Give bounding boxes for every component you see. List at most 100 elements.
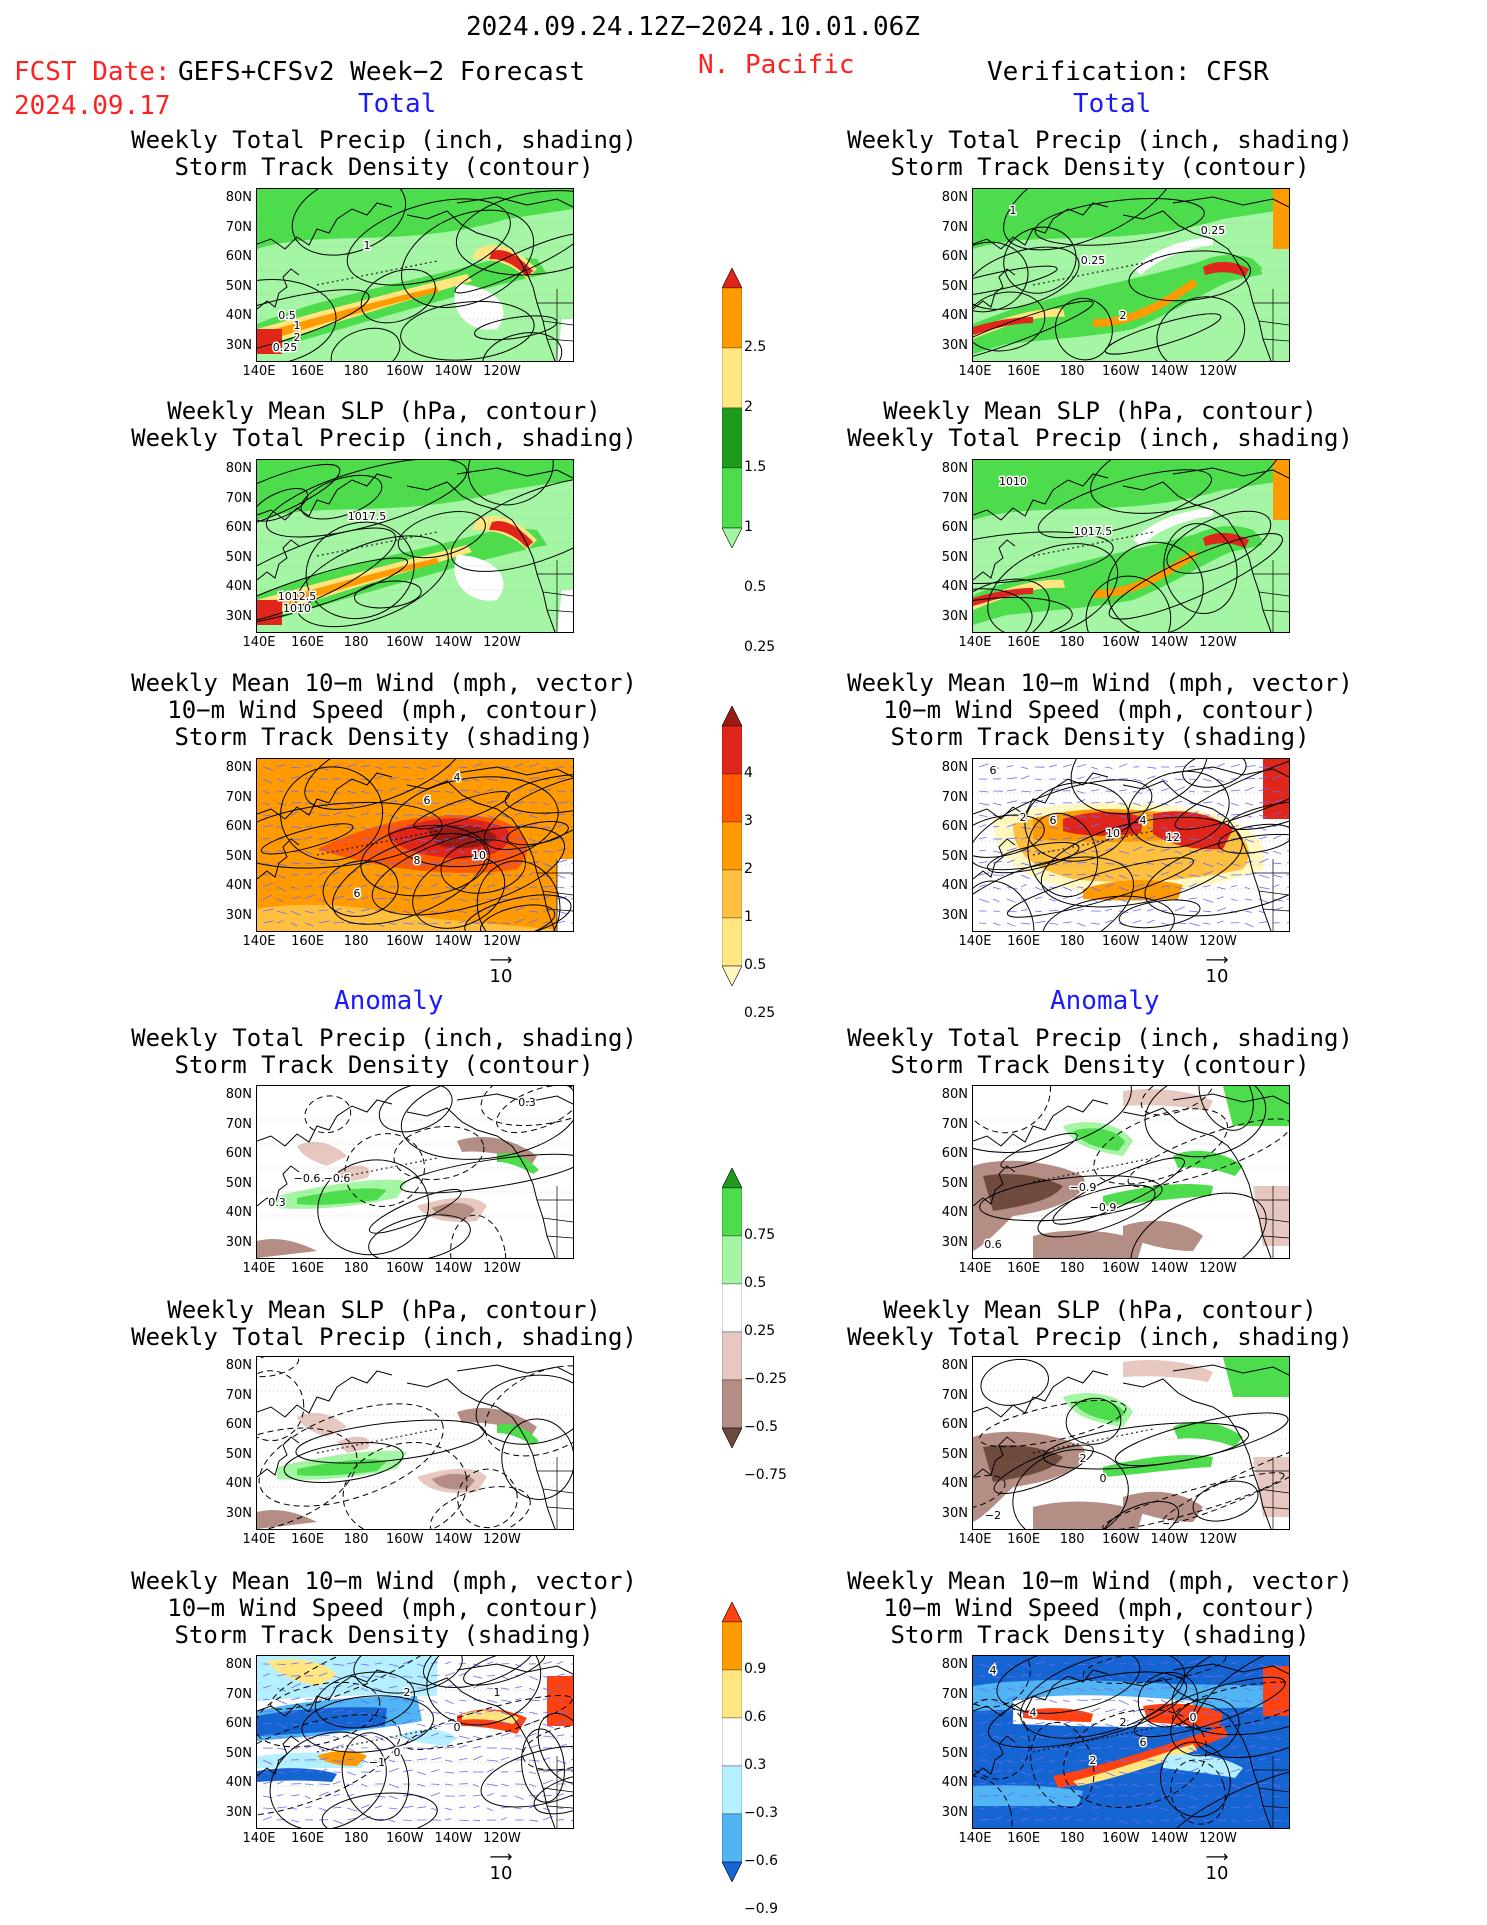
lat-label: 40N bbox=[941, 308, 968, 323]
contour-label: 6 bbox=[1050, 814, 1057, 827]
map-plot: 1010 1017.5 bbox=[973, 460, 1289, 632]
section-anomaly-left: Anomaly bbox=[334, 986, 444, 1016]
lat-label: 40N bbox=[225, 1476, 252, 1491]
lon-label: 140E bbox=[958, 364, 992, 379]
lat-label: 30N bbox=[941, 1505, 968, 1521]
vector-reference: ⟶ 10 bbox=[476, 1847, 526, 1885]
lat-label: 30N bbox=[941, 337, 968, 353]
lon-label: 140E bbox=[242, 934, 276, 949]
contour-label: 1 bbox=[494, 1686, 501, 1699]
colorbar-tick-label: 0.9 bbox=[744, 1660, 767, 1677]
coastline bbox=[973, 196, 1289, 361]
lat-label: 60N bbox=[225, 249, 252, 264]
coastline bbox=[257, 467, 573, 632]
contour-label: 2 bbox=[1120, 309, 1127, 322]
contour-label: 0.25 bbox=[1201, 224, 1226, 237]
colorbar-tick-label: 1 bbox=[744, 518, 753, 535]
contour-label: 2 bbox=[1090, 1754, 1097, 1767]
contour-label: 0.3 bbox=[268, 1196, 286, 1209]
lon-label: 160E bbox=[291, 1532, 325, 1547]
colorbar-precip-total bbox=[721, 267, 743, 549]
map-plot: 1 2 0 0 −1 bbox=[257, 1656, 573, 1828]
contour-label: 1 bbox=[294, 319, 301, 332]
fcst-date: 2024.09.17 bbox=[14, 91, 171, 121]
lon-label: 140E bbox=[958, 934, 992, 949]
vector-reference-value: 10 bbox=[1205, 966, 1229, 987]
contour-label: −2 bbox=[985, 1509, 1001, 1522]
map-panel-l2: 1012.5 1010 1017.5 bbox=[256, 459, 574, 633]
lon-label: 160E bbox=[1007, 635, 1041, 650]
lat-label: 50N bbox=[225, 1745, 252, 1761]
contour-label: 0 bbox=[1100, 1472, 1107, 1485]
colorbar-tick-label: −0.25 bbox=[744, 1370, 787, 1387]
arrow-icon: ⟶ bbox=[1205, 1847, 1229, 1866]
colorbar-tick-label: 1 bbox=[744, 908, 753, 925]
lat-label: 60N bbox=[225, 1146, 252, 1161]
lat-label: 80N bbox=[225, 760, 252, 775]
lat-label: 70N bbox=[225, 490, 252, 506]
lat-label: 70N bbox=[225, 789, 252, 805]
lon-label: 160E bbox=[1007, 1831, 1041, 1846]
lon-label: 160E bbox=[1007, 364, 1041, 379]
lat-label: 30N bbox=[225, 608, 252, 624]
contour-label: 1012.5 bbox=[278, 590, 317, 603]
vector-reference-value: 10 bbox=[489, 1863, 513, 1884]
lon-label: 160W bbox=[385, 1532, 424, 1547]
colorbar-tick-label: 2 bbox=[744, 860, 753, 877]
grid bbox=[973, 792, 1289, 890]
map-plot: 1 0.25 2 0.25 bbox=[973, 189, 1289, 361]
lat-label: 60N bbox=[225, 1417, 252, 1432]
lat-label: 40N bbox=[941, 1476, 968, 1491]
wind-vectors bbox=[262, 1659, 573, 1825]
lat-label: 60N bbox=[941, 249, 968, 264]
lat-label: 70N bbox=[941, 1116, 968, 1132]
lon-label: 120W bbox=[483, 364, 521, 379]
title-wind-storm: Weekly Mean 10−m Wind (mph, vector) 10−m… bbox=[131, 1567, 637, 1649]
contour-lines bbox=[973, 1656, 1289, 1828]
lon-label: 120W bbox=[483, 1532, 521, 1547]
contour-label: 6 bbox=[424, 794, 431, 807]
lon-label: 180 bbox=[343, 1831, 369, 1846]
coastline bbox=[257, 1364, 573, 1529]
section-total-left: Total bbox=[358, 89, 437, 119]
title-slp-precip: Weekly Mean SLP (hPa, contour) Weekly To… bbox=[847, 397, 1353, 452]
colorbar-tick-label: 0.5 bbox=[744, 1274, 767, 1291]
contour-label: 0 bbox=[454, 1721, 461, 1734]
coastline bbox=[973, 467, 1289, 632]
lon-label: 120W bbox=[1199, 1532, 1237, 1547]
colorbar-tick-label: 0.25 bbox=[744, 638, 776, 655]
title-precip-storm: Weekly Total Precip (inch, shading) Stor… bbox=[847, 126, 1353, 181]
map-panel-r3: 6 2 6 10 4 12 bbox=[972, 758, 1290, 932]
arrow-icon: ⟶ bbox=[489, 1847, 513, 1866]
lon-label: 160E bbox=[291, 1831, 325, 1846]
verification-label: Verification: CFSR bbox=[987, 57, 1269, 87]
lat-label: 80N bbox=[225, 1358, 252, 1373]
vector-reference: ⟶ 10 bbox=[1192, 952, 1242, 988]
lon-label: 160W bbox=[1101, 635, 1140, 650]
lon-label: 160E bbox=[1007, 934, 1041, 949]
lat-label: 30N bbox=[941, 1804, 968, 1820]
contour-label: 0.5 bbox=[278, 309, 296, 322]
lon-label: 140E bbox=[958, 1831, 992, 1846]
lat-label: 60N bbox=[225, 1716, 252, 1731]
lat-label: 80N bbox=[225, 1657, 252, 1672]
lat-label: 30N bbox=[225, 907, 252, 923]
lat-label: 30N bbox=[225, 337, 252, 353]
map-panel-l4: 0.3 −0.6 −0.6 0.3 bbox=[256, 1085, 574, 1259]
colorbar-tick-label: 0.75 bbox=[744, 1226, 776, 1243]
lat-label: 70N bbox=[225, 1686, 252, 1702]
grid bbox=[257, 222, 573, 320]
map-panel-r5: 2 0 −2 bbox=[972, 1356, 1290, 1530]
lon-label: 180 bbox=[1059, 1831, 1085, 1846]
colorbar-tick-label: −0.6 bbox=[744, 1852, 778, 1869]
coastline bbox=[973, 1364, 1289, 1529]
vector-reference: ⟶ 10 bbox=[476, 952, 526, 988]
lat-label: 50N bbox=[941, 1446, 968, 1462]
lat-label: 80N bbox=[941, 190, 968, 205]
contour-label: 1 bbox=[1010, 204, 1017, 217]
lat-label: 60N bbox=[225, 520, 252, 535]
map-panel-r4: −0.9 −0.9 0.6 bbox=[972, 1085, 1290, 1259]
colorbar-tick-label: 0.5 bbox=[744, 956, 767, 973]
